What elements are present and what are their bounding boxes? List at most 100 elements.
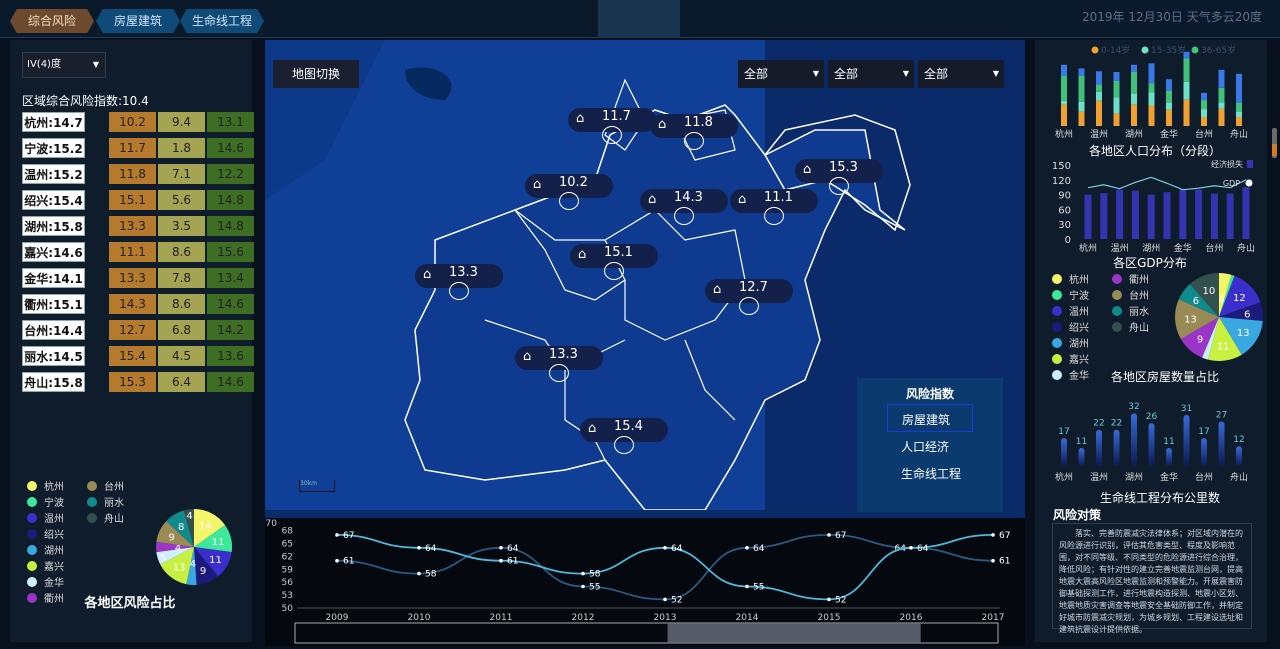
bar-segment — [1096, 71, 1102, 85]
filter-dropdown-2[interactable]: 全部 ▼ — [828, 60, 914, 88]
bar-segment — [1061, 75, 1067, 101]
x-tick-label: 湖州 — [1125, 472, 1143, 483]
risk-marker[interactable]: ⌂ 13.3 — [515, 346, 603, 382]
marker-value: 14.3 — [674, 190, 703, 205]
map-switch-button[interactable]: 地图切换 — [273, 60, 359, 88]
legend-option-buildings[interactable]: 房屋建筑 — [887, 404, 973, 432]
risk-marker[interactable]: ⌂ 15.1 — [570, 244, 658, 280]
risk-marker[interactable]: ⌂ 13.3 — [415, 264, 503, 300]
gdp-loss-bar — [1195, 189, 1203, 239]
header-center-decoration — [598, 0, 680, 38]
city-risk-label[interactable]: 丽水:14.5 — [22, 346, 85, 366]
risk-marker[interactable]: ⌂ 11.7 — [568, 108, 656, 144]
pie-slice-杭州 — [1219, 273, 1232, 317]
map[interactable]: 地图切换 全部 ▼ 全部 ▼ 全部 ▼ ⌂ 11.7 ⌂ 11.8 ⌂ 15.3 ⌂ … — [265, 40, 1025, 518]
marker-value: 12.7 — [739, 280, 768, 295]
risk-marker[interactable]: ⌂ 15.3 — [795, 159, 883, 195]
lifeline-bar — [1218, 421, 1225, 466]
tab-buildings[interactable]: 房屋建筑 — [96, 9, 180, 33]
legend-label: 衢州 — [1129, 274, 1149, 286]
chevron-down-icon: ▼ — [902, 69, 909, 78]
legend-label: 宁波 — [1069, 289, 1089, 302]
pie-slice-丽水 — [1178, 283, 1219, 317]
data-point — [827, 533, 831, 537]
city-risk-label[interactable]: 温州:15.2 — [22, 164, 85, 184]
risk-marker[interactable]: ⌂ 10.2 — [525, 174, 613, 210]
risk-pie-title: 各地区风险占比 — [84, 596, 176, 611]
risk-marker[interactable]: ⌂ 15.4 — [580, 418, 668, 454]
pie-label: 12 — [1233, 293, 1246, 304]
pie-label: 11 — [209, 555, 222, 566]
data-point — [335, 533, 339, 537]
city-risk-label[interactable]: 绍兴:15.4 — [22, 190, 85, 210]
gdp-loss-bar — [1210, 193, 1218, 239]
city-risk-label[interactable]: 台州:14.4 — [22, 320, 85, 340]
marker-ring — [604, 262, 624, 280]
building-icon: ⌂ — [578, 247, 587, 262]
gdp-loss-bar — [1242, 187, 1250, 239]
pie-label: 4 — [190, 559, 196, 570]
pie-slice-宁波 — [194, 525, 232, 553]
bar-segment — [1166, 102, 1172, 110]
legend-label: 15-35岁 — [1151, 44, 1186, 56]
intensity-select[interactable]: IV(4)度 ▼ — [22, 52, 106, 78]
tab-comprehensive-risk[interactable]: 综合风险 — [10, 9, 94, 33]
x-tick-label: 杭州 — [1055, 128, 1073, 140]
y-tick-label: 60 — [1058, 205, 1071, 216]
data-label: 27 — [1216, 410, 1227, 420]
bar-segment — [1078, 101, 1085, 112]
chevron-down-icon: ▼ — [812, 69, 819, 78]
legend-label: 衢州 — [44, 593, 64, 605]
city-risk-label[interactable]: 金华:14.1 — [22, 268, 85, 288]
city-risk-label[interactable]: 湖州:15.8 — [22, 216, 85, 236]
pie-label: 6 — [1193, 296, 1199, 307]
dropdown-value: 全部 — [834, 67, 859, 81]
scrollbar[interactable] — [1272, 128, 1277, 158]
gdp-loss-bar — [1116, 189, 1124, 239]
risk-value-lifeline: 12.2 — [207, 164, 254, 184]
marker-value: 15.1 — [604, 245, 633, 260]
city-risk-label[interactable]: 衢州:15.1 — [22, 294, 85, 314]
city-risk-label[interactable]: 宁波:15.2 — [22, 138, 85, 158]
risk-marker[interactable]: ⌂ 11.1 — [730, 189, 818, 225]
legend-label: 金华 — [1069, 369, 1089, 380]
tab-lifeline[interactable]: 生命线工程 — [180, 9, 264, 33]
legend-label: GDP — [1223, 179, 1240, 188]
gdp-loss-bar — [1179, 189, 1187, 239]
risk-marker[interactable]: ⌂ 11.8 — [650, 114, 738, 150]
bar-segment — [1061, 100, 1067, 105]
bar-segment — [1236, 73, 1242, 103]
lifeline-bar — [1113, 429, 1120, 466]
pie-slice-衢州 — [1180, 317, 1219, 358]
y-tick-label: 68 — [282, 527, 294, 537]
pie-label: 14 — [199, 521, 212, 532]
x-tick-label: 湖州 — [1125, 129, 1143, 140]
legend-dot — [1112, 306, 1122, 316]
city-risk-label[interactable]: 杭州:14.7 — [22, 112, 85, 132]
risk-marker[interactable]: ⌂ 14.3 — [640, 189, 728, 225]
risk-value-population: 3.5 — [158, 216, 205, 236]
city-risk-label[interactable]: 嘉兴:14.6 — [22, 242, 85, 262]
risk-value-buildings: 12.7 — [109, 320, 156, 340]
filter-dropdown-3[interactable]: 全部 ▼ — [918, 60, 1004, 88]
bar-segment — [1078, 68, 1085, 76]
filter-dropdown-1[interactable]: 全部 ▼ — [738, 60, 824, 88]
gdp-line — [1087, 176, 1247, 191]
legend-dot — [1112, 274, 1122, 284]
x-tick-label: 2017 — [982, 613, 1005, 623]
legend-option-lifeline[interactable]: 生命线工程 — [901, 467, 962, 481]
legend-label: 舟山 — [1129, 321, 1149, 334]
city-risk-label[interactable]: 舟山:15.8 — [22, 372, 85, 392]
y-tick-label: 62 — [282, 552, 293, 562]
risk-marker[interactable]: ⌂ 12.7 — [705, 279, 793, 315]
data-label: 11 — [1076, 437, 1087, 447]
lifeline-bar — [1061, 437, 1067, 466]
marker-ring — [764, 207, 784, 225]
legend-option-population-economy[interactable]: 人口经济 — [901, 440, 950, 454]
risk-row: 舟山:15.8 15.3 6.4 14.6 — [22, 372, 254, 392]
legend-dot — [1052, 274, 1062, 284]
data-point — [417, 546, 421, 550]
